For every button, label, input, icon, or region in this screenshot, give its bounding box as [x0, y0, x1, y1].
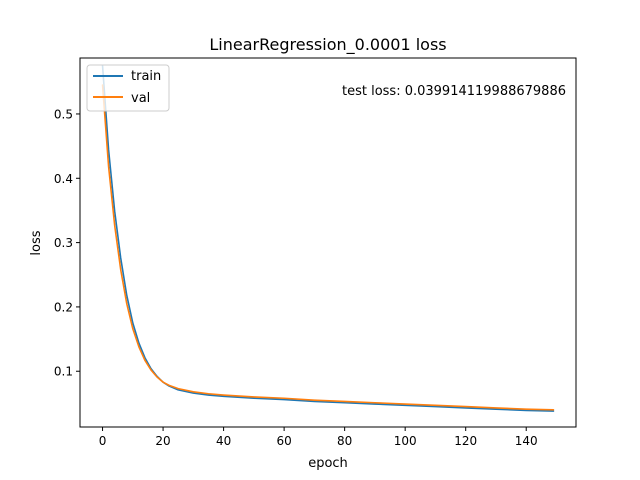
y-axis: 0.1 0.2 0.3 0.4 0.5 — [54, 107, 80, 379]
x-tick-label: 40 — [216, 434, 231, 448]
x-tick-label: 120 — [454, 434, 477, 448]
y-axis-label: loss — [29, 230, 44, 255]
test-loss-annotation: test loss: 0.039914119988679886 — [342, 84, 566, 99]
legend-label-train: train — [131, 69, 161, 84]
legend-label-val: val — [131, 91, 150, 106]
series-line-train — [101, 64, 555, 412]
y-tick-label: 0.4 — [54, 172, 73, 186]
x-tick-label: 140 — [515, 434, 538, 448]
series-layer — [101, 64, 555, 412]
y-tick-label: 0.2 — [54, 300, 73, 314]
series-line-val — [101, 84, 555, 411]
y-tick-label: 0.1 — [54, 365, 73, 379]
x-tick-label: 100 — [394, 434, 417, 448]
y-tick-label: 0.3 — [54, 236, 73, 250]
chart-title: LinearRegression_0.0001 loss — [209, 35, 446, 55]
x-tick-label: 60 — [276, 434, 291, 448]
legend: train val — [86, 64, 170, 112]
x-axis: 0 20 40 60 80 100 120 140 — [99, 427, 538, 448]
x-tick-label: 80 — [337, 434, 352, 448]
y-tick-label: 0.5 — [54, 107, 73, 121]
x-axis-label: epoch — [308, 456, 348, 471]
plot-frame — [79, 57, 577, 428]
x-tick-label: 20 — [155, 434, 170, 448]
x-tick-label: 0 — [99, 434, 107, 448]
